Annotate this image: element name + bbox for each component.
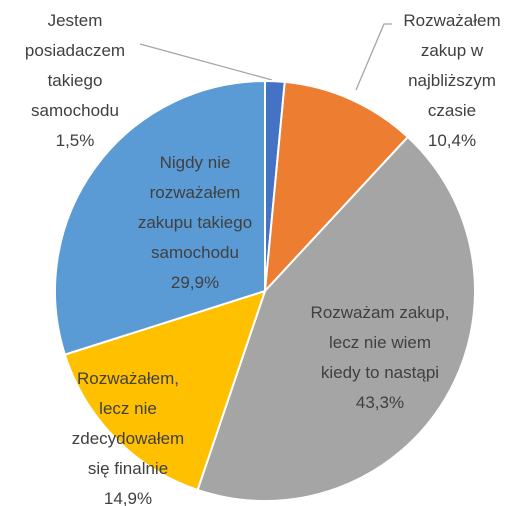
leader-line: [355, 23, 392, 91]
category-label: Rozważam zakup, lecz nie wiem kiedy to n…: [310, 303, 450, 382]
value-label: 10,4%: [427, 131, 477, 150]
slice-label: Rozważałem zakup w najbliższym czasie 10,…: [397, 6, 507, 156]
value-label: 43,3%: [355, 393, 405, 412]
value-label: 29,9%: [170, 273, 220, 292]
pie-slice: [196, 135, 476, 502]
pie-slice: [63, 289, 267, 492]
slice-label: Rozważałem, lecz nie zdecydowałem się fi…: [69, 364, 187, 506]
value-label: 1,5%: [55, 131, 95, 150]
leader-line: [139, 43, 273, 81]
pie-slice: [54, 79, 266, 356]
category-label: Jestem posiadaczem takiego samochodu: [24, 11, 126, 120]
category-label: Nigdy nie rozważałem zakupu takiego samo…: [137, 153, 253, 262]
value-label: 14,9%: [103, 489, 153, 506]
category-label: Rozważałem zakup w najbliższym czasie: [403, 11, 501, 120]
slice-label: Jestem posiadaczem takiego samochodu 1,5%: [13, 6, 138, 156]
slice-label: Nigdy nie rozważałem zakupu takiego samo…: [133, 148, 258, 298]
pie-slice: [263, 80, 410, 294]
category-label: Rozważałem, lecz nie zdecydowałem się fi…: [71, 369, 185, 478]
slice-label: Rozważam zakup, lecz nie wiem kiedy to n…: [310, 298, 450, 418]
